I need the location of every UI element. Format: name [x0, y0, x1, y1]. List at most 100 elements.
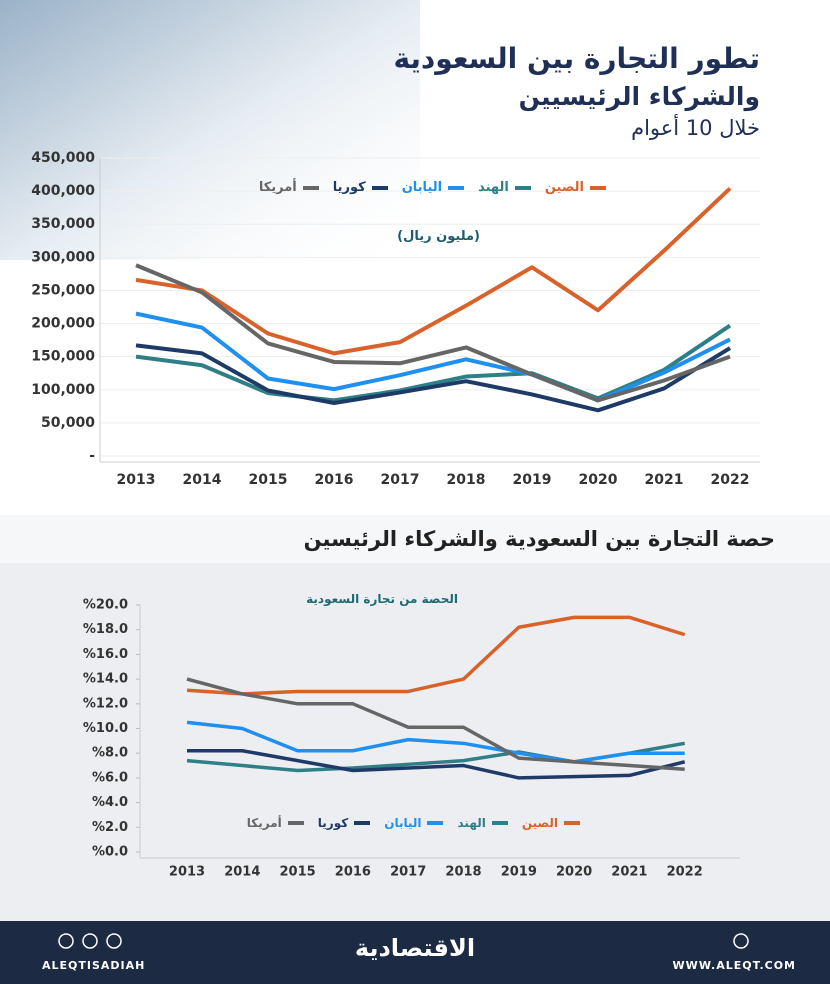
- legend: الصين الهند اليابان كوريا أمريكا: [247, 816, 580, 830]
- x-tick-label: 2016: [315, 472, 354, 488]
- chart-background: [0, 563, 830, 921]
- x-tick-label: 2014: [224, 865, 260, 880]
- legend: الصين الهند اليابان كوريا أمريكا: [259, 180, 606, 195]
- site-icon: [733, 933, 749, 949]
- legend-label: الهند: [478, 180, 509, 195]
- x-tick-label: 2020: [579, 472, 618, 488]
- legend-item: اليابان: [401, 180, 465, 195]
- y-tick-label: %0.0: [92, 845, 128, 860]
- x-tick-label: 2015: [280, 865, 316, 880]
- legend-label: أمريكا: [258, 180, 297, 195]
- title-band: [0, 515, 830, 565]
- x-tick-label: 2017: [390, 865, 426, 880]
- y-tick-label: -: [89, 448, 95, 464]
- x-tick-label: 2016: [335, 865, 371, 880]
- unit-label: (مليون ريال): [397, 229, 480, 244]
- legend-label: الصين: [521, 816, 558, 830]
- x-tick-label: 2019: [501, 865, 537, 880]
- legend-label: اليابان: [384, 816, 422, 830]
- y-tick-label: 100,000: [31, 382, 95, 398]
- x-tick-label: 2018: [445, 865, 481, 880]
- x-tick-label: 2022: [711, 472, 750, 488]
- y-tick-label: 250,000: [31, 282, 95, 298]
- x-tick-label: 2014: [183, 472, 222, 488]
- y-tick-label: %12.0: [83, 696, 128, 711]
- chart-subtitle: خلال 10 أعوام: [631, 116, 760, 140]
- legend-item: الصين: [545, 180, 606, 195]
- legend-label: الصين: [544, 180, 584, 195]
- y-tick-label: 450,000: [31, 150, 95, 166]
- x-tick-label: 2021: [645, 472, 684, 488]
- legend-swatch: [287, 821, 304, 825]
- legend-swatch: [491, 821, 508, 825]
- x-tick-label: 2021: [611, 865, 647, 880]
- x-tick-label: 2018: [447, 472, 486, 488]
- social-icon: [58, 933, 74, 949]
- legend-label: الهند: [457, 816, 486, 830]
- y-tick-label: %8.0: [92, 746, 128, 761]
- series-line: [186, 720, 685, 764]
- legend-item: الصين: [522, 816, 580, 830]
- y-tick-label: 400,000: [31, 183, 95, 199]
- social-icon: [106, 933, 122, 949]
- series-line: [135, 187, 732, 356]
- y-tick-label: %20.0: [83, 598, 128, 613]
- legend-item: كوريا: [317, 816, 371, 830]
- y-tick-label: %6.0: [92, 770, 128, 785]
- y-tick-label: 150,000: [31, 349, 95, 365]
- legend-label: كوريا: [332, 180, 366, 195]
- x-tick-label: 2013: [169, 865, 205, 880]
- legend-swatch: [371, 185, 388, 190]
- legend-label: كوريا: [317, 816, 349, 830]
- legend-item: اليابان: [384, 816, 444, 830]
- chart-subtitle: الحصة من تجارة السعودية: [306, 592, 458, 606]
- series-line: [135, 323, 732, 403]
- series-line: [186, 677, 685, 772]
- chart-title: والشركاء الرئيسيين: [518, 82, 760, 111]
- legend-swatch: [514, 185, 531, 190]
- y-tick-label: %4.0: [92, 795, 128, 810]
- y-tick-label: %10.0: [83, 721, 128, 736]
- y-tick-label: %14.0: [83, 672, 128, 687]
- chart-title: تطور التجارة بين السعودية: [393, 42, 760, 75]
- y-tick-label: 50,000: [41, 415, 95, 431]
- chart-title: حصة التجارة بين السعودية والشركاء الرئيس…: [303, 527, 775, 551]
- y-tick-label: 350,000: [31, 216, 95, 232]
- y-tick-label: %2.0: [92, 820, 128, 835]
- x-tick-label: 2017: [381, 472, 420, 488]
- legend-item: أمريكا: [247, 816, 304, 830]
- y-tick-label: 200,000: [31, 316, 95, 332]
- footer-bar: [0, 921, 830, 984]
- x-tick-label: 2019: [513, 472, 552, 488]
- legend-item: الهند: [457, 816, 508, 830]
- legend-item: كوريا: [333, 180, 388, 195]
- legend-item: الهند: [478, 180, 531, 195]
- legend-swatch: [590, 185, 606, 190]
- x-tick-label: 2020: [556, 865, 592, 880]
- series-line: [135, 343, 732, 413]
- series-line: [186, 615, 686, 696]
- legend-label: اليابان: [401, 180, 443, 195]
- legend-label: أمريكا: [246, 816, 282, 830]
- social-icon: [82, 933, 98, 949]
- series-line: [135, 311, 731, 403]
- y-tick-label: 300,000: [31, 249, 95, 265]
- x-tick-label: 2015: [249, 472, 288, 488]
- series-line: [187, 748, 686, 780]
- legend-swatch: [427, 821, 444, 825]
- y-tick-label: %16.0: [83, 647, 128, 662]
- footer-handle: ALEQTISADIAH: [42, 959, 145, 972]
- footer-brand: الاقتصادية: [354, 934, 476, 962]
- x-tick-label: 2022: [667, 865, 703, 880]
- legend-swatch: [302, 185, 319, 190]
- legend-item: أمريكا: [259, 180, 319, 195]
- legend-swatch: [564, 821, 580, 825]
- legend-swatch: [354, 821, 371, 825]
- series-line: [135, 263, 731, 403]
- y-tick-label: %18.0: [83, 622, 128, 637]
- legend-swatch: [448, 185, 465, 190]
- footer-site: WWW.ALEQT.COM: [673, 959, 796, 972]
- x-tick-label: 2013: [117, 472, 156, 488]
